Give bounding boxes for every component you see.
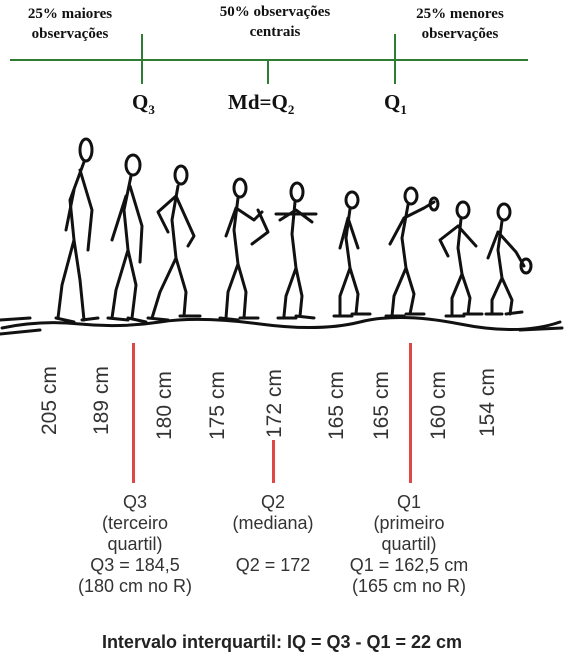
q3-desc: (terceiro quartil) [101, 513, 168, 554]
height-label-8: 160 cm [427, 371, 450, 440]
person-165cm-b [384, 186, 440, 318]
q1-r-value: (165 cm no R) [351, 576, 467, 596]
lower-quarter-label: 25% menores observações [416, 6, 504, 42]
person-165cm-a [332, 190, 372, 318]
q3-value: Q3 = 184,5 [90, 555, 180, 575]
q3-r-value: (180 cm no R) [77, 576, 193, 596]
green-divider-line [10, 59, 528, 61]
q3-name: Q3 [122, 492, 147, 512]
person-180cm [146, 164, 202, 322]
person-189cm [106, 153, 148, 324]
height-label-4: 175 cm [206, 371, 229, 440]
central-half-label: 50% observações centrais [219, 4, 331, 40]
q1-desc: (primeiro quartil) [373, 513, 445, 554]
q2-name: Q2 [260, 492, 285, 512]
q1-name: Q1 [396, 492, 421, 512]
q1-tick [394, 34, 396, 84]
median-tick [267, 59, 269, 84]
people-illustration [0, 137, 564, 336]
interquartile-footer: Intervalo interquartil: IQ = Q3 - Q1 = 2… [101, 632, 463, 652]
person-160cm [438, 200, 484, 318]
q1-value: Q1 = 162,5 cm [349, 555, 469, 575]
height-label-3: 180 cm [153, 371, 176, 440]
ground-line [0, 315, 562, 332]
height-label-9: 154 cm [476, 368, 499, 437]
q3-description: Q3 (terceiro quartil) Q3 = 184,5 (180 cm… [62, 492, 208, 597]
height-label-6: 165 cm [325, 371, 348, 440]
q2-description: Q2 (mediana) Q2 = 172 [218, 492, 328, 576]
person-205cm [54, 137, 100, 324]
person-175cm [218, 177, 270, 322]
height-label-7: 165 cm [370, 371, 393, 440]
q3-symbol: Q3 [132, 90, 155, 118]
q1-marker-line [409, 343, 412, 483]
q2-desc: (mediana) [232, 513, 314, 533]
median-symbol: Md=Q2 [228, 90, 295, 118]
height-label-2: 189 cm [90, 366, 113, 435]
q2-value: Q2 = 172 [235, 555, 311, 575]
q1-symbol: Q1 [384, 90, 407, 118]
height-label-5: 172 cm [263, 369, 286, 438]
person-172cm [274, 181, 318, 320]
q3-marker-line [132, 343, 135, 483]
upper-quarter-label: 25% maiores observações [27, 6, 113, 42]
q3-tick [141, 34, 143, 84]
person-154cm [484, 202, 533, 316]
height-label-1: 205 cm [38, 366, 61, 435]
q1-description: Q1 (primeiro quartil) Q1 = 162,5 cm (165… [336, 492, 482, 597]
q2-marker-line [272, 440, 275, 483]
